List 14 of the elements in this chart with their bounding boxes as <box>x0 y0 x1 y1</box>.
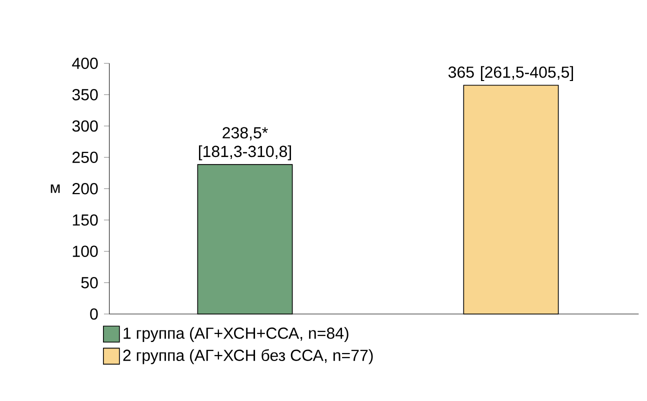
legend-label: 1 группа (АГ+ХСН+ССА, n=84) <box>124 327 348 342</box>
y-tick-label: 0 <box>90 308 98 320</box>
y-tick-label: 350 <box>72 89 98 100</box>
y-axis-title: м <box>50 184 60 193</box>
data-label: 365 [261,5-405,5] <box>448 66 573 82</box>
y-tick-label: 50 <box>81 277 98 288</box>
y-tick-label: 300 <box>72 120 98 132</box>
legend-label: 2 группа (АГ+ХСН без ССА, n=77) <box>123 349 373 364</box>
data-label: 238,5* [181,3-310,8] <box>198 127 291 160</box>
y-tick-label: 150 <box>72 214 98 226</box>
y-tick-label: 250 <box>72 152 98 163</box>
y-tick-label: 200 <box>72 183 98 194</box>
y-tick-label: 400 <box>72 58 98 69</box>
y-tick-label: 100 <box>72 246 98 257</box>
